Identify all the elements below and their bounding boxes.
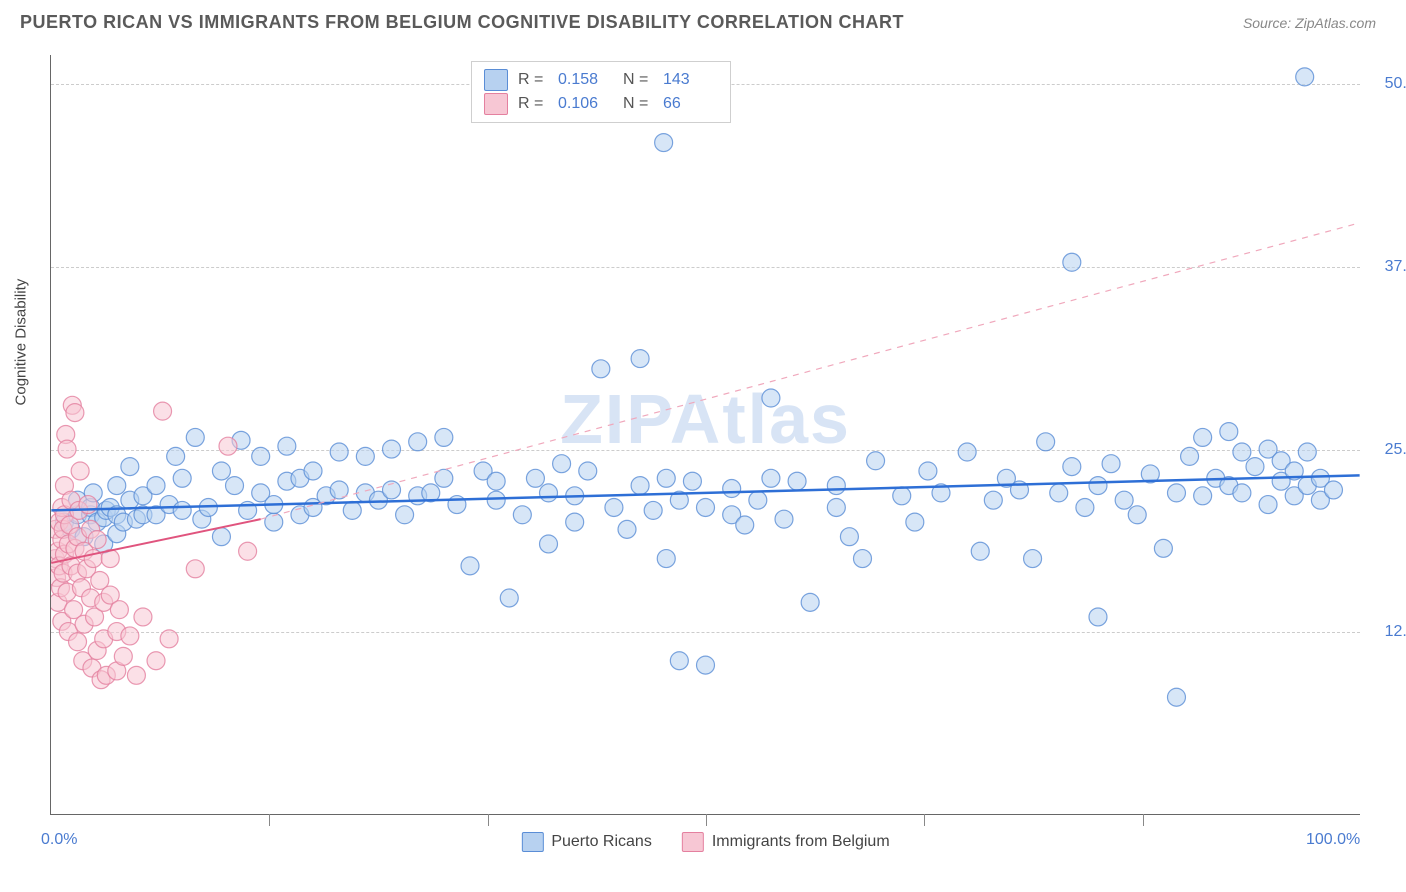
y-tick-label: 25.0% — [1385, 441, 1406, 459]
source-link[interactable]: ZipAtlas.com — [1295, 15, 1376, 31]
y-tick-label: 37.5% — [1385, 258, 1406, 276]
swatch-blue-icon — [521, 832, 543, 852]
scatter-svg — [51, 55, 1360, 814]
legend-series: Puerto Ricans Immigrants from Belgium — [521, 832, 889, 852]
chart-title: PUERTO RICAN VS IMMIGRANTS FROM BELGIUM … — [20, 12, 904, 33]
swatch-pink-icon — [682, 832, 704, 852]
swatch-pink-icon — [484, 93, 508, 115]
x-minor-tick — [269, 814, 270, 826]
swatch-blue-icon — [484, 69, 508, 91]
legend-stats-row-2: R = 0.106 N = 66 — [484, 92, 718, 116]
legend-item-1: Puerto Ricans — [521, 832, 652, 852]
legend-stats-row-1: R = 0.158 N = 143 — [484, 68, 718, 92]
x-minor-tick — [924, 814, 925, 826]
chart-plot-area: ZIPAtlas Cognitive Disability R = 0.158 … — [50, 55, 1360, 815]
x-tick-label: 100.0% — [1306, 831, 1360, 849]
legend-stats-box: R = 0.158 N = 143 R = 0.106 N = 66 — [471, 61, 731, 123]
y-tick-label: 12.5% — [1385, 623, 1406, 641]
legend-item-2: Immigrants from Belgium — [682, 832, 890, 852]
x-tick-label: 0.0% — [41, 831, 77, 849]
source-label: Source: ZipAtlas.com — [1243, 15, 1376, 31]
y-tick-label: 50.0% — [1385, 75, 1406, 93]
x-minor-tick — [706, 814, 707, 826]
x-minor-tick — [1143, 814, 1144, 826]
x-minor-tick — [488, 814, 489, 826]
y-axis-title: Cognitive Disability — [13, 278, 30, 405]
